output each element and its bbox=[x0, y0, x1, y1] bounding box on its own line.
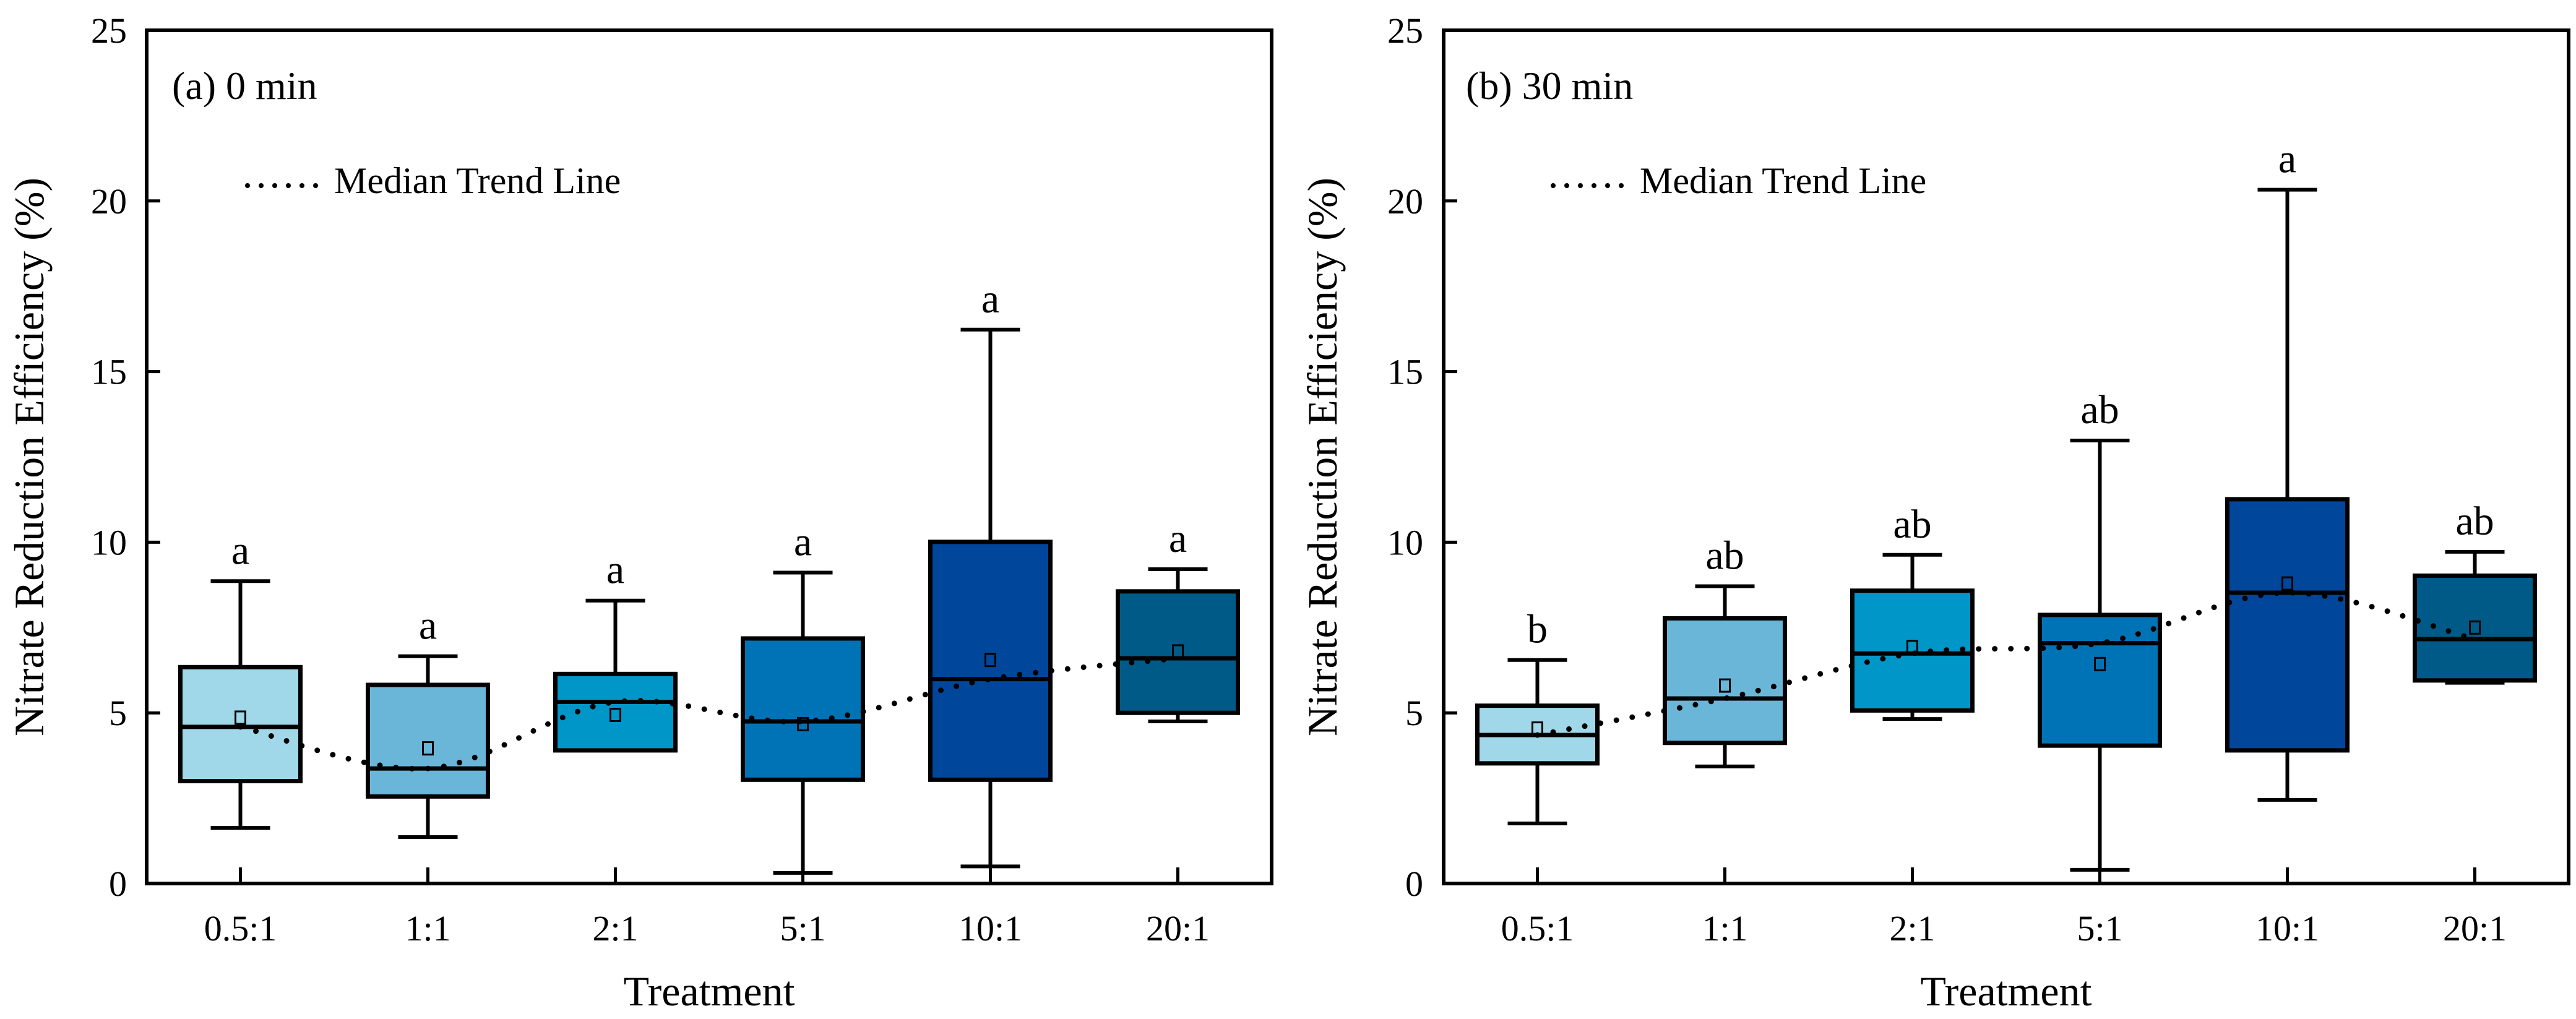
x-tick-label: 0.5:1 bbox=[204, 908, 277, 948]
panel-b: 0 5 10 15 20 25 0.5:1 1:1 2:1 5:1 10:1 20:1 b ab ab ab a… bbox=[1299, 11, 2570, 1015]
mean-marker bbox=[422, 741, 434, 756]
significance-letter: a bbox=[1169, 516, 1187, 561]
x-tick-label: 0.5:1 bbox=[1501, 908, 1574, 948]
box-2:1: ab bbox=[1850, 502, 1975, 721]
mean-marker bbox=[1719, 678, 1731, 693]
mean-marker bbox=[797, 716, 809, 731]
box-1:1: ab bbox=[1663, 533, 1787, 768]
panel-label: (a) 0 min bbox=[172, 64, 317, 108]
y-tick-label: 15 bbox=[1387, 352, 1423, 392]
x-tick-label: 2:1 bbox=[592, 908, 638, 948]
iqr-box bbox=[1663, 616, 1787, 746]
x-tick-label: 5:1 bbox=[780, 908, 825, 948]
plot-frame bbox=[145, 28, 1273, 885]
panel-label: (b) 30 min bbox=[1466, 64, 1633, 108]
significance-letter: a bbox=[981, 277, 999, 322]
box-0.5:1: a bbox=[178, 528, 303, 830]
iqr-box bbox=[2038, 613, 2162, 748]
legend-label: Median Trend Line bbox=[1640, 160, 1926, 201]
mean-marker bbox=[2094, 656, 2106, 671]
y-tick-label: 10 bbox=[91, 522, 127, 562]
mean-marker bbox=[984, 653, 996, 668]
mean-marker bbox=[2469, 620, 2481, 635]
iqr-box bbox=[366, 682, 490, 799]
y-tick-label: 0 bbox=[1405, 864, 1423, 904]
x-tick-label: 20:1 bbox=[2443, 908, 2507, 948]
iqr-box bbox=[741, 636, 865, 782]
significance-letter: b bbox=[1527, 607, 1548, 652]
iqr-box bbox=[2413, 573, 2537, 683]
significance-letter: a bbox=[2278, 137, 2296, 182]
y-tick-label: 0 bbox=[109, 864, 127, 904]
y-tick-label: 5 bbox=[109, 693, 127, 733]
x-tick-label: 5:1 bbox=[2077, 908, 2122, 948]
mean-marker bbox=[1172, 644, 1184, 659]
mean-marker bbox=[235, 710, 246, 725]
iqr-box bbox=[1850, 588, 1975, 713]
significance-letter: a bbox=[794, 519, 812, 564]
box-10:1: a bbox=[928, 277, 1053, 869]
x-tick-label: 20:1 bbox=[1146, 908, 1210, 948]
box-20:1: ab bbox=[2413, 499, 2537, 685]
x-tick-label: 10:1 bbox=[958, 908, 1022, 948]
x-tick-label: 1:1 bbox=[1702, 908, 1747, 948]
y-tick-label: 5 bbox=[1405, 693, 1423, 733]
plot-frame bbox=[1442, 28, 2570, 885]
significance-letter: a bbox=[419, 603, 437, 648]
mean-marker bbox=[610, 708, 621, 723]
x-axis-title: Treatment bbox=[623, 968, 795, 1015]
x-tick-label: 1:1 bbox=[405, 908, 450, 948]
significance-letter: a bbox=[231, 528, 249, 573]
box-10:1: a bbox=[2225, 137, 2350, 802]
mean-marker bbox=[2281, 576, 2293, 591]
y-tick-label: 25 bbox=[1387, 11, 1423, 51]
significance-letter: a bbox=[606, 548, 624, 593]
y-tick-label: 20 bbox=[91, 181, 127, 221]
median-trend-line bbox=[238, 655, 1181, 772]
box-0.5:1: b bbox=[1475, 607, 1600, 825]
box-5:1: ab bbox=[2038, 387, 2162, 872]
x-tick-label: 10:1 bbox=[2255, 908, 2319, 948]
legend-label: Median Trend Line bbox=[334, 160, 621, 201]
panel-a: 0 5 10 15 20 25 0.5:1 1:1 2:1 5:1 10:1 20:1 a a a a a a (a… bbox=[6, 11, 1273, 1015]
iqr-box bbox=[553, 671, 678, 753]
significance-letter: ab bbox=[1705, 533, 1744, 578]
y-tick-label: 15 bbox=[91, 352, 127, 392]
box-20:1: a bbox=[1116, 516, 1240, 723]
box-2:1: a bbox=[553, 548, 678, 753]
y-axis-title: Nitrate Reduction Efficiency (%) bbox=[1299, 178, 1346, 736]
significance-letter: ab bbox=[2455, 499, 2494, 544]
y-axis-title: Nitrate Reduction Efficiency (%) bbox=[6, 178, 53, 736]
box-5:1: a bbox=[741, 519, 865, 875]
x-tick-label: 2:1 bbox=[1889, 908, 1935, 948]
significance-letter: ab bbox=[1893, 502, 1931, 547]
iqr-box bbox=[2225, 497, 2350, 753]
iqr-box bbox=[928, 540, 1053, 782]
box-1:1: a bbox=[366, 603, 490, 839]
y-tick-label: 25 bbox=[91, 11, 127, 51]
y-tick-label: 20 bbox=[1387, 181, 1423, 221]
x-axis-title: Treatment bbox=[1920, 968, 2091, 1015]
y-tick-label: 10 bbox=[1387, 522, 1423, 562]
iqr-box bbox=[1116, 589, 1240, 715]
significance-letter: ab bbox=[2080, 387, 2119, 432]
